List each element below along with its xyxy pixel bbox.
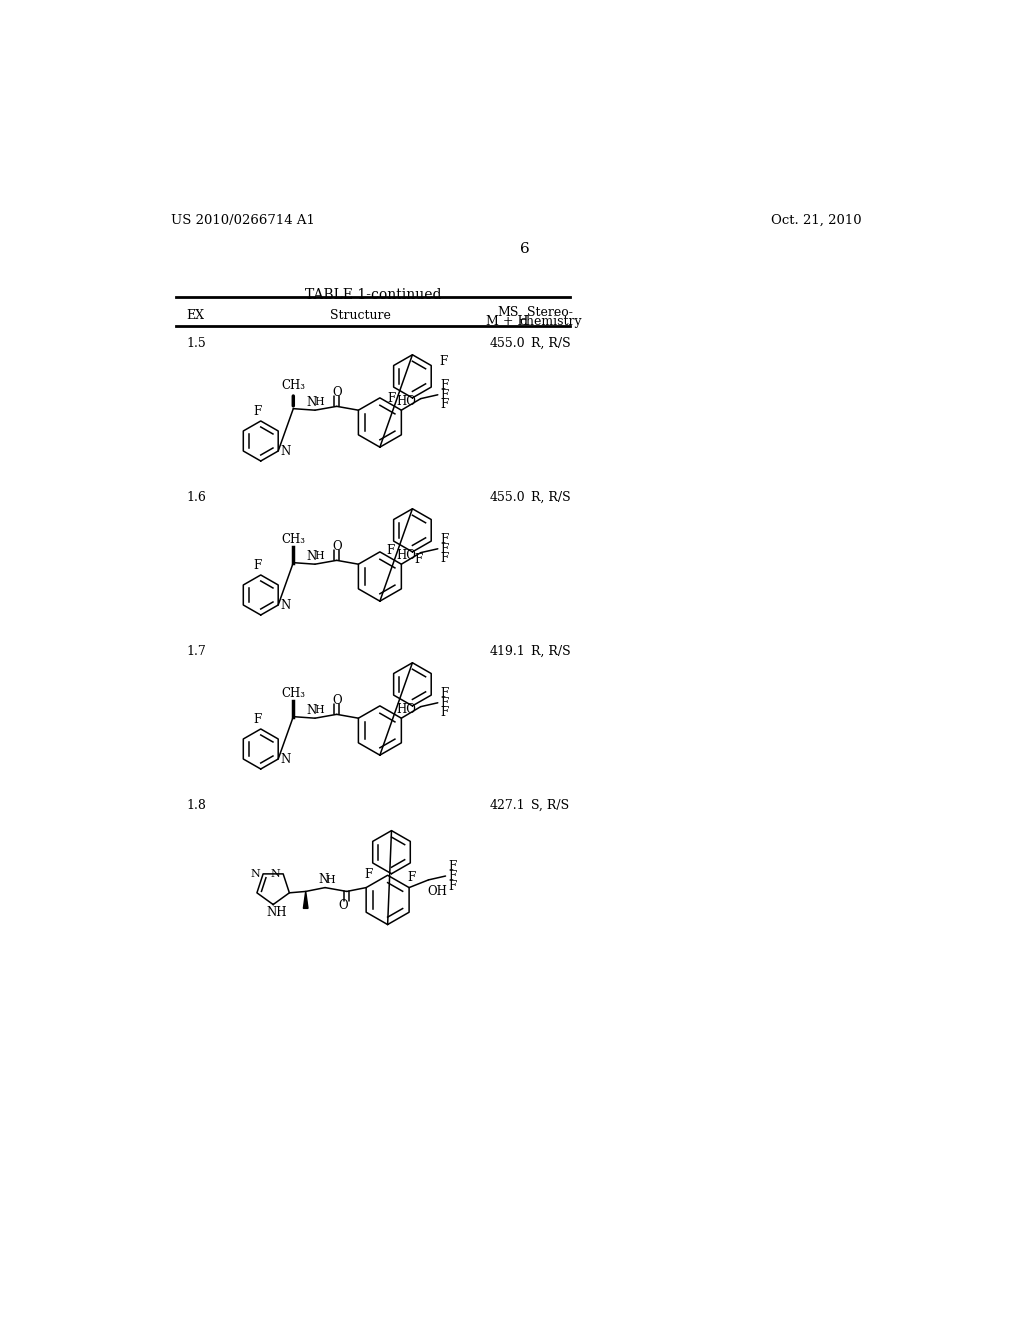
Text: 1.5: 1.5 xyxy=(186,337,206,350)
Text: F: F xyxy=(439,355,447,368)
Text: N: N xyxy=(307,704,317,717)
Text: F: F xyxy=(440,389,449,403)
Text: H: H xyxy=(314,397,325,408)
Text: F: F xyxy=(254,560,262,573)
Text: Stereo-: Stereo- xyxy=(527,306,573,319)
Text: CH₃: CH₃ xyxy=(282,686,305,700)
Text: F: F xyxy=(447,870,456,883)
Text: chemistry: chemistry xyxy=(519,315,582,329)
Text: US 2010/0266714 A1: US 2010/0266714 A1 xyxy=(171,214,314,227)
Text: F: F xyxy=(440,399,449,412)
Text: O: O xyxy=(332,694,342,708)
Text: 455.0: 455.0 xyxy=(489,337,525,350)
Text: F: F xyxy=(440,706,449,719)
Text: R, R/S: R, R/S xyxy=(530,491,570,504)
Text: F: F xyxy=(254,405,262,418)
Text: HO: HO xyxy=(396,395,416,408)
Text: F: F xyxy=(388,392,396,405)
Text: N: N xyxy=(270,869,281,879)
Text: F: F xyxy=(447,879,456,892)
Text: Oct. 21, 2010: Oct. 21, 2010 xyxy=(771,214,862,227)
Text: F: F xyxy=(414,553,422,566)
Text: EX: EX xyxy=(186,309,204,322)
Text: MS: MS xyxy=(497,306,518,319)
Text: N: N xyxy=(307,396,317,409)
Text: 419.1: 419.1 xyxy=(489,644,525,657)
Text: 6: 6 xyxy=(520,242,529,256)
Text: N: N xyxy=(281,445,291,458)
Text: F: F xyxy=(365,869,373,880)
Text: NH: NH xyxy=(267,906,288,919)
Text: N: N xyxy=(281,599,291,612)
Text: N: N xyxy=(281,754,291,767)
Text: F: F xyxy=(254,713,262,726)
Text: R, R/S: R, R/S xyxy=(530,644,570,657)
Text: CH₃: CH₃ xyxy=(282,533,305,546)
Text: H: H xyxy=(314,552,325,561)
Text: M + H: M + H xyxy=(486,315,529,329)
Text: H: H xyxy=(314,705,325,715)
Text: F: F xyxy=(386,544,394,557)
Text: O: O xyxy=(332,385,342,399)
Text: CH₃: CH₃ xyxy=(282,379,305,392)
Text: F: F xyxy=(440,379,449,392)
Text: S, R/S: S, R/S xyxy=(531,799,569,812)
Text: F: F xyxy=(408,871,416,884)
Text: HO: HO xyxy=(396,549,416,562)
Text: 1.6: 1.6 xyxy=(186,491,206,504)
Text: F: F xyxy=(440,686,449,700)
Text: R, R/S: R, R/S xyxy=(530,337,570,350)
Text: 455.0: 455.0 xyxy=(489,491,525,504)
Text: N: N xyxy=(318,874,329,887)
Text: F: F xyxy=(440,543,449,556)
Text: 1.7: 1.7 xyxy=(186,644,206,657)
Text: F: F xyxy=(440,552,449,565)
Text: O: O xyxy=(339,899,348,912)
Text: F: F xyxy=(447,861,456,874)
Text: H: H xyxy=(326,875,336,884)
Text: TABLE 1-continued: TABLE 1-continued xyxy=(305,288,441,302)
Text: F: F xyxy=(440,697,449,710)
Text: F: F xyxy=(440,533,449,546)
Text: OH: OH xyxy=(427,884,446,898)
Text: O: O xyxy=(332,540,342,553)
Text: N: N xyxy=(251,869,260,879)
Text: 427.1: 427.1 xyxy=(489,799,525,812)
Text: 1.8: 1.8 xyxy=(186,799,206,812)
Text: Structure: Structure xyxy=(330,309,391,322)
Polygon shape xyxy=(303,891,308,908)
Text: N: N xyxy=(307,550,317,564)
Text: HO: HO xyxy=(396,704,416,717)
